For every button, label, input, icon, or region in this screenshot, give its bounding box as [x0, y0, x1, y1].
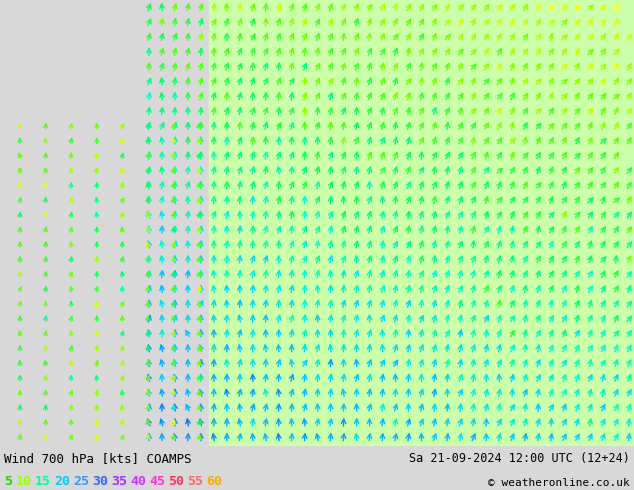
Bar [209, 0, 634, 446]
Text: 45: 45 [149, 475, 165, 488]
Text: Wind 700 hPa [kts] COAMPS: Wind 700 hPa [kts] COAMPS [4, 452, 191, 465]
Text: © weatheronline.co.uk: © weatheronline.co.uk [488, 478, 630, 488]
Text: 60: 60 [206, 475, 222, 488]
Text: 15: 15 [35, 475, 51, 488]
Text: 25: 25 [73, 475, 89, 488]
Text: 40: 40 [130, 475, 146, 488]
Text: 35: 35 [111, 475, 127, 488]
Text: 55: 55 [187, 475, 203, 488]
Text: 5: 5 [4, 475, 12, 488]
Text: Sa 21-09-2024 12:00 UTC (12+24): Sa 21-09-2024 12:00 UTC (12+24) [409, 452, 630, 465]
Text: 30: 30 [92, 475, 108, 488]
Text: 50: 50 [168, 475, 184, 488]
Text: 10: 10 [16, 475, 32, 488]
Text: 20: 20 [54, 475, 70, 488]
Bar [0, 0, 209, 446]
